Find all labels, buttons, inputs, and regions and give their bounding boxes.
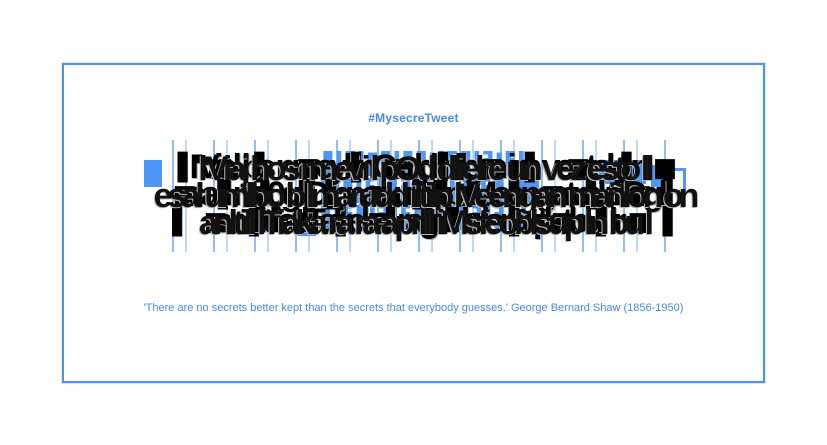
scrambled-tweet-text: ll l il l II li l ll il I l li ll l il I… xyxy=(140,140,700,252)
scramble-layer-black: ecalll mll0gl Dlnnaa udtlllp lMeengatml … xyxy=(173,175,668,213)
scramble-layer-blue: ll l il l II li l ll il I l li ll l il I… xyxy=(320,146,526,184)
scramble-row: il l li ll l il I li ll l li l ll il l i… xyxy=(140,202,696,242)
quote-text: 'There are no secrets better kept than t… xyxy=(143,302,684,314)
scramble-row: l il ll I li l ll il l li ll I il l li l… xyxy=(140,175,700,215)
highlight-block xyxy=(599,160,646,184)
scramble-layer-blocks: ■ ▌ ■ ▌▌ ■ ▌ ■ ▌ ■ ▌ ■ ▌ xyxy=(172,180,684,210)
scramble-layer-blocks: ▌ ■ ▌ ■ ▌ ■ ▌ ■ ▌ ■ ▌ ■ ▌ xyxy=(172,207,684,237)
scramble-layer-black: I'Vial bs nnreyl InCerld nllgrn im vez t… xyxy=(189,148,652,186)
scramble-layer-black: smlltllal lTafrel ell ragrlll lnlsreqtls… xyxy=(214,202,627,240)
highlight-block xyxy=(298,212,316,236)
scramble-layer-black: l'Viaj hos rmevi l pOd dlielre un vez es… xyxy=(198,150,654,188)
scramble-layer-black: esal umlbo b lmarudd iltilp lVeengan mañ… xyxy=(153,177,700,215)
highlight-block xyxy=(651,165,663,187)
scramble-row: ll l il l II li l ll il I l li ll l il I… xyxy=(140,146,696,188)
scramble-layer-black: anltill lTiaka ra ra aprlll iMsfeoblsup … xyxy=(198,204,654,242)
hashtag-link[interactable]: #MysecreTweet xyxy=(368,111,459,125)
highlight-block xyxy=(517,177,539,203)
text-cursor-lines xyxy=(158,140,672,252)
highlight-block xyxy=(144,160,162,187)
scramble-layer-blocks: ▌ ■ ▌ ■ ▌ ■ ▌ ■ ▌ ■ ▌ ■ xyxy=(177,153,679,183)
highlight-block-outline xyxy=(667,168,686,193)
